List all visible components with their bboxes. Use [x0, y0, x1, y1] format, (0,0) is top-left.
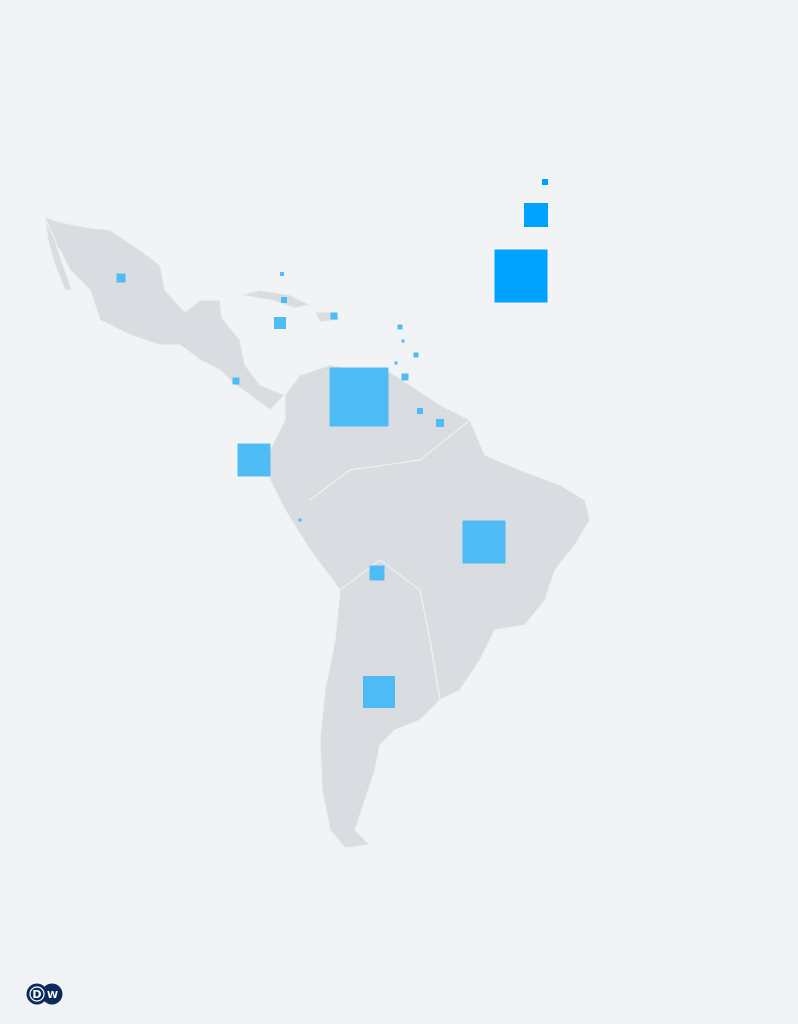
map-symbol-square: [436, 419, 444, 427]
land-baja-california: [44, 217, 73, 291]
map-symbol-square: [298, 518, 302, 522]
map-symbol-square: [232, 377, 240, 385]
svg-text:W: W: [47, 990, 58, 1001]
legend-square: [542, 179, 548, 185]
map-symbol-square: [369, 565, 385, 581]
map-symbol-square: [363, 676, 395, 708]
legend-square: [524, 203, 548, 227]
map-symbol-square: [329, 367, 389, 427]
map-symbol-square: [237, 443, 271, 477]
map-symbol-square: [330, 312, 338, 320]
land-cuba: [239, 289, 312, 309]
border-lines: [339, 559, 441, 701]
dw-logo: D W: [26, 983, 63, 1005]
map-symbol-square: [281, 297, 287, 303]
map-symbol-square: [401, 339, 405, 343]
map-symbol-square: [274, 317, 286, 329]
map-symbol-square: [462, 520, 506, 564]
map-symbol-square: [397, 324, 403, 330]
map-symbol-square: [413, 352, 419, 358]
land-mexico-central-america: [44, 216, 287, 411]
map-symbol-square: [401, 373, 409, 381]
map-symbol-square: [417, 408, 423, 414]
map-symbol-square: [394, 361, 398, 365]
legend-square: [494, 249, 548, 303]
map-symbol-square: [116, 273, 126, 283]
land-south-america: [264, 364, 591, 849]
border-lines: [309, 419, 471, 501]
svg-text:D: D: [32, 988, 41, 1001]
map-symbol-square: [280, 272, 284, 276]
